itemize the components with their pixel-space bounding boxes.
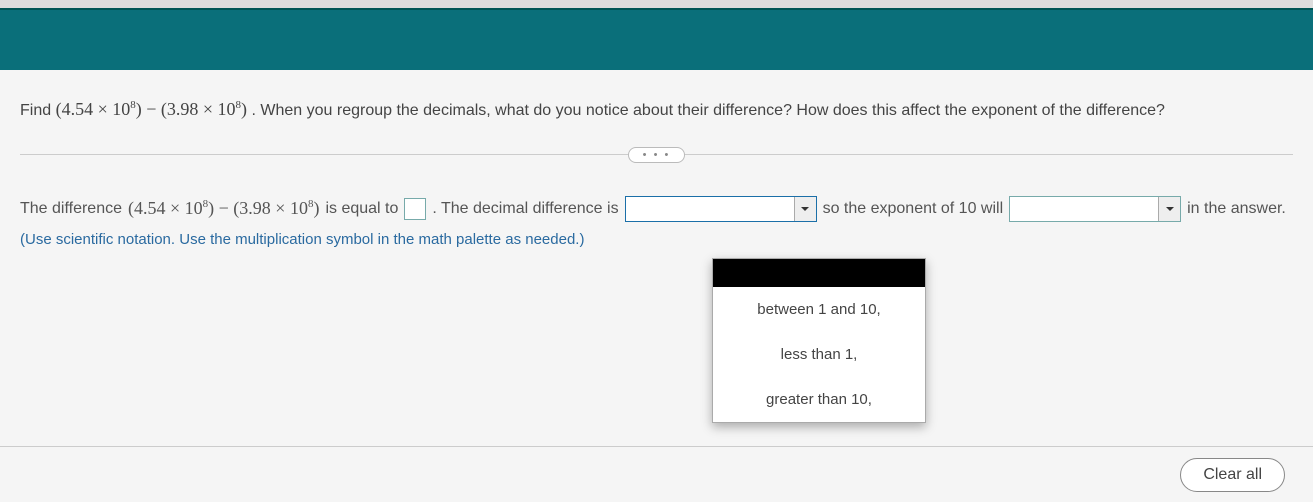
- dropdown-option-blank[interactable]: [713, 259, 925, 287]
- answer-line: The difference (4.54 × 108) − (3.98 × 10…: [20, 189, 1293, 229]
- clear-all-button[interactable]: Clear all: [1180, 458, 1285, 492]
- answer-seg3: . The decimal difference is: [432, 191, 618, 226]
- decimal-difference-value: [626, 197, 794, 221]
- divider: • • •: [20, 145, 1293, 163]
- question-content: Find (4.54 × 108) − (3.98 × 108) . When …: [0, 70, 1313, 502]
- footer-bar: Clear all: [0, 446, 1313, 502]
- exponent-effect-caret[interactable]: [1158, 197, 1180, 221]
- question-text: Find (4.54 × 108) − (3.98 × 108) . When …: [20, 96, 1293, 123]
- caret-down-icon: [1165, 204, 1175, 214]
- equal-to-input[interactable]: [404, 198, 426, 220]
- header-bar: [0, 8, 1313, 70]
- answer-seg2: is equal to: [325, 191, 398, 226]
- answer-seg4: so the exponent of 10 will: [823, 191, 1004, 226]
- decimal-difference-options-panel: between 1 and 10, less than 1, greater t…: [712, 258, 926, 423]
- hint-text: (Use scientific notation. Use the multip…: [20, 231, 1293, 248]
- window-top-gap: [0, 0, 1313, 8]
- answer-seg1: The difference: [20, 191, 122, 226]
- answer-expression: (4.54 × 108) − (3.98 × 108): [128, 189, 319, 229]
- expand-dots-button[interactable]: • • •: [628, 147, 686, 163]
- question-suffix: . When you regroup the decimals, what do…: [251, 102, 1164, 119]
- decimal-difference-caret[interactable]: [794, 197, 816, 221]
- dropdown-option-greater[interactable]: greater than 10,: [713, 377, 925, 422]
- answer-seg5: in the answer.: [1187, 191, 1286, 226]
- question-expression: (4.54 × 108) − (3.98 × 108): [56, 99, 247, 119]
- dropdown-option-less[interactable]: less than 1,: [713, 332, 925, 377]
- question-prefix: Find: [20, 102, 56, 119]
- caret-down-icon: [800, 204, 810, 214]
- dropdown-option-between[interactable]: between 1 and 10,: [713, 287, 925, 332]
- exponent-effect-value: [1010, 197, 1158, 221]
- exponent-effect-dropdown[interactable]: [1009, 196, 1181, 222]
- decimal-difference-dropdown[interactable]: [625, 196, 817, 222]
